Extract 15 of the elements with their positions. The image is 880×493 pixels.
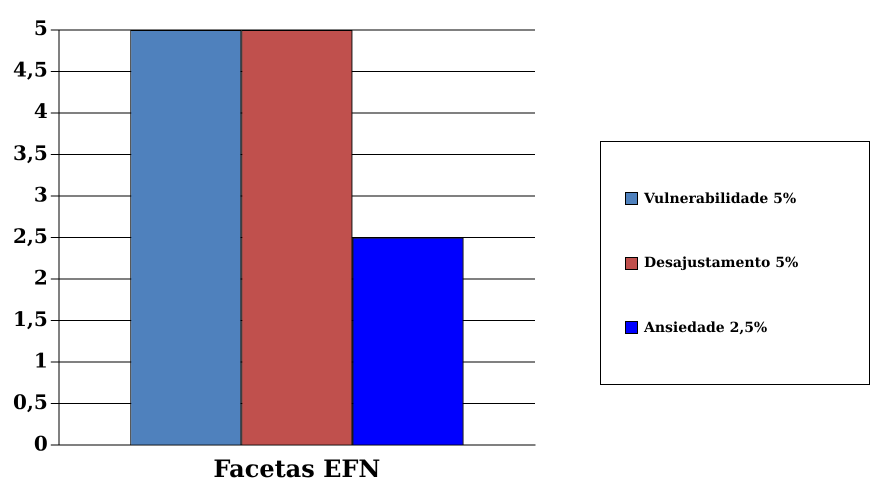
y-tick-label: 1 xyxy=(34,348,48,372)
legend-label: Ansiedade 2,5% xyxy=(644,320,768,336)
y-tick-label: 2,5 xyxy=(13,224,48,248)
y-tick-label: 2 xyxy=(34,265,48,290)
y-tick-label: 0 xyxy=(34,431,48,456)
y-tick-label: 1,5 xyxy=(13,306,48,331)
y-tick-label: 0,5 xyxy=(13,390,48,414)
x-tick-label: Facetas EFN xyxy=(213,454,380,483)
legend-label: Vulnerabilidade 5% xyxy=(644,190,796,206)
y-tick-label: 3 xyxy=(34,182,48,206)
y-tick-label: 3,5 xyxy=(13,140,48,165)
y-tick-label: 5 xyxy=(34,16,48,40)
legend-label: Desajustamento 5% xyxy=(644,255,798,271)
y-tick-label: 4 xyxy=(34,99,48,124)
y-tick-label: 4,5 xyxy=(13,58,48,82)
